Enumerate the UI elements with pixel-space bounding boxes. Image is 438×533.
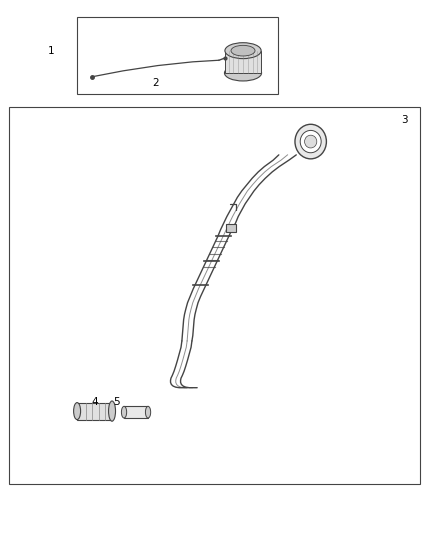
Ellipse shape bbox=[224, 65, 261, 81]
Ellipse shape bbox=[225, 43, 261, 59]
Bar bbox=[77, 402, 112, 419]
Text: 5: 5 bbox=[113, 397, 120, 407]
Text: 2: 2 bbox=[152, 78, 159, 88]
Text: 4: 4 bbox=[91, 397, 98, 407]
Ellipse shape bbox=[109, 401, 116, 421]
Bar bbox=[226, 224, 237, 232]
Ellipse shape bbox=[300, 131, 321, 153]
Bar bbox=[225, 51, 261, 73]
Ellipse shape bbox=[295, 124, 326, 159]
Bar bbox=[124, 406, 148, 418]
Ellipse shape bbox=[145, 406, 151, 418]
Ellipse shape bbox=[121, 406, 127, 418]
Bar bbox=[77, 17, 278, 94]
Ellipse shape bbox=[74, 402, 81, 419]
Text: 1: 1 bbox=[48, 46, 54, 56]
Bar bbox=[10, 107, 420, 484]
Ellipse shape bbox=[231, 45, 255, 56]
Text: 3: 3 bbox=[401, 115, 408, 125]
Ellipse shape bbox=[304, 135, 317, 148]
